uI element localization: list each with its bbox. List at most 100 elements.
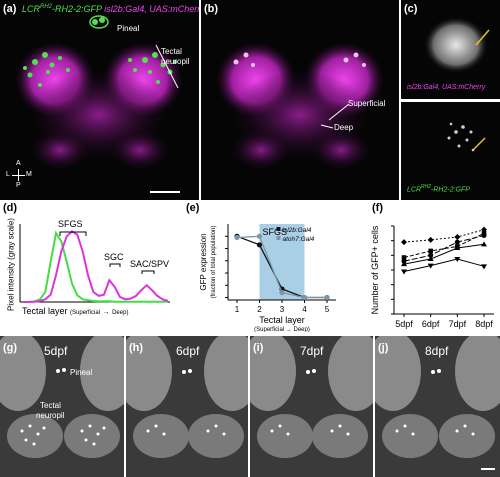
panel-a-image: (a) LCRRH2-RH2-2:GFP isl2b:Gal4, UAS:mCh…: [0, 0, 199, 200]
panel-a-label: (a): [3, 3, 17, 15]
panel-g-label: (g): [3, 342, 18, 354]
panel-c-bottom-caption-sup: RH2: [421, 184, 432, 190]
panel-d-xlabel-arrow: →: [102, 309, 110, 316]
panel-d-series-0: [24, 230, 168, 303]
panel-f-xtick-label: 8dpf: [475, 319, 493, 329]
panel-f-point: [427, 236, 434, 243]
panel-d-series-1: [24, 230, 169, 303]
panel-d-ylabel: Pixel intensity (gray scale): [6, 218, 16, 311]
panel-e-xlabel: Tectal layer: [259, 315, 305, 325]
panel-f-label: (f): [372, 202, 383, 214]
panel-f-point: [454, 239, 460, 245]
panel-a-title-green: LCR: [22, 4, 41, 14]
panel-e-xtick-label: 3: [280, 305, 285, 314]
compass-p: P: [16, 182, 21, 189]
panel-f-xtick-label: 7dpf: [449, 319, 467, 329]
panel-e-point: [279, 290, 285, 296]
compass: A L M P: [6, 160, 36, 196]
panel-f-point: [427, 263, 434, 269]
panel-f-point: [454, 245, 461, 250]
panel-c-top-microscopy: [424, 17, 490, 73]
panel-d-xlabel-sub: (Superficial: [70, 310, 101, 316]
panel-f-point: [401, 269, 407, 275]
panel-e-legend-label-0: isl2b:Gal4: [283, 227, 312, 234]
panel-f-series-line-3: [403, 243, 485, 265]
panel-g-pineal: Pineal: [70, 368, 93, 377]
panel-c-top-caption: isl2b:Gal4, UAS:mCherry: [407, 84, 486, 91]
panel-a-title-green-sup: RH2: [40, 4, 53, 10]
sac-annotation: SAC/SPV: [130, 259, 170, 269]
panel-e-legend-label-1: atoh7:Gal4: [283, 236, 315, 243]
panel-b-image: (b) Superficial Deep: [201, 0, 399, 200]
panel-b-microscopy: [216, 42, 384, 170]
panel-a-microscopy: [15, 15, 183, 193]
panel-j-microscopy: [375, 336, 500, 477]
panel-f-series-line-4: [403, 258, 485, 272]
panel-b-label: (b): [204, 3, 219, 15]
panel-e-ylabel-sub: (fraction of total population): [211, 226, 217, 299]
panel-d-xlabel-main: Tectal layer: [22, 306, 68, 316]
sfgs-region-label: SFGS: [263, 227, 288, 237]
panel-a-title-magenta: isl2b:Gal4, UAS:mCherry: [104, 4, 199, 14]
panel-f-point: [481, 241, 487, 247]
panel-f-point: [401, 255, 407, 260]
panel-h-day: 6dpf: [176, 344, 200, 358]
panel-c-bottom-microscopy: [447, 122, 486, 152]
panel-e-legend-swatch-0: [276, 227, 281, 231]
panel-f-series-line-0: [403, 229, 485, 243]
panel-g-tectal: Tectal: [40, 401, 61, 410]
sgc-annotation: SGC: [104, 252, 124, 262]
panel-f-xtick-label: 6dpf: [422, 319, 440, 329]
panel-f-point: [428, 252, 434, 258]
panel-d-chart: [19, 224, 170, 303]
panel-h-image: (h) 6dpf: [126, 336, 248, 477]
panel-f: (f) 5dpf 6dpf 7dpf 8dpf Number of GFP+ cells: [360, 202, 500, 332]
panel-e-xtick-label: 1: [235, 305, 240, 314]
panel-f-point: [481, 264, 487, 270]
panel-d-xlabel-end: Deep): [112, 310, 129, 316]
panel-f-chart: 5dpf 6dpf 7dpf 8dpf Number of GFP+ cells: [370, 225, 494, 329]
panel-f-point: [428, 248, 433, 254]
panel-f-ylabel: Number of GFP+ cells: [370, 225, 380, 314]
panel-e-chart: SFGS 1 2 3 4 5 isl2b:Gal4 atoh7:Gal4 Tectal laye…: [199, 224, 336, 333]
deep-label: Deep: [334, 123, 354, 132]
panel-f-point: [401, 261, 407, 267]
compass-l: L: [6, 171, 10, 178]
panel-c-label: (c): [404, 3, 418, 15]
superficial-label: Superficial: [348, 99, 386, 108]
panel-f-point: [454, 257, 461, 262]
panel-c-top-image: (c) isl2b:Gal4, UAS:mCherry: [401, 0, 500, 99]
panel-e-xtick-label: 4: [302, 305, 307, 314]
sfgs-bracket: [59, 231, 87, 236]
panel-d-xlabel: Tectal layer (Superficial → Deep): [22, 306, 128, 316]
panel-e-label: (e): [186, 202, 200, 214]
panel-i-day: 7dpf: [300, 344, 324, 358]
panel-f-xtick-label: 5dpf: [395, 319, 413, 329]
panel-f-point: [427, 256, 434, 261]
panel-h-label: (h): [129, 342, 144, 354]
sgc-bracket: [109, 263, 121, 267]
panel-e-point: [301, 294, 308, 301]
panel-e-point: [324, 294, 330, 301]
panel-c-bottom-image: LCRRH2-RH2-2:GFP: [401, 102, 500, 200]
panel-f-point: [481, 226, 487, 233]
panel-f-point: [481, 233, 487, 239]
panel-e-ylabel: GFP expression: [199, 233, 208, 290]
compass-m: M: [26, 171, 32, 178]
panel-j-label: (j): [378, 342, 389, 354]
panel-j-image: (j) 8dpf: [375, 336, 500, 477]
panel-c-bottom-caption-b: -RH2-2:GFP: [431, 186, 470, 194]
sac-bracket: [141, 270, 155, 274]
panel-g-day: 5dpf: [44, 344, 68, 358]
panel-i-label: (i): [253, 342, 264, 354]
panel-e-point: [256, 242, 263, 248]
panel-e: (e) SFGS 1 2 3 4 5 isl2b:Gal4 atoh7:Gal4 Tectal …: [186, 202, 346, 333]
panel-f-series-line-2: [403, 235, 485, 262]
panel-c-bottom-caption: LCRRH2-RH2-2:GFP: [407, 184, 470, 193]
panel-a-title: LCRRH2-RH2-2:GFP isl2b:Gal4, UAS:mCherry: [22, 4, 199, 14]
panel-f-point: [454, 234, 461, 240]
pineal-label: Pineal: [117, 24, 140, 33]
panel-d: (d) SFGS SGC SAC/SPV Pixel intensity (gr…: [0, 202, 180, 332]
panel-d-label: (d): [3, 202, 18, 214]
panel-g-microscopy: [0, 336, 124, 477]
